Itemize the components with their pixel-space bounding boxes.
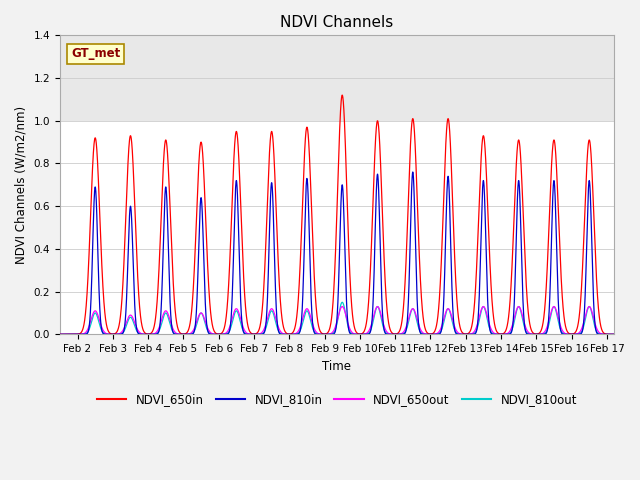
Text: GT_met: GT_met: [71, 48, 120, 60]
Bar: [60, 36, 614, 121]
Title: NDVI Channels: NDVI Channels: [280, 15, 394, 30]
X-axis label: Time: Time: [323, 360, 351, 372]
Y-axis label: NDVI Channels (W/m2/nm): NDVI Channels (W/m2/nm): [15, 106, 28, 264]
Legend: NDVI_650in, NDVI_810in, NDVI_650out, NDVI_810out: NDVI_650in, NDVI_810in, NDVI_650out, NDV…: [92, 388, 582, 410]
